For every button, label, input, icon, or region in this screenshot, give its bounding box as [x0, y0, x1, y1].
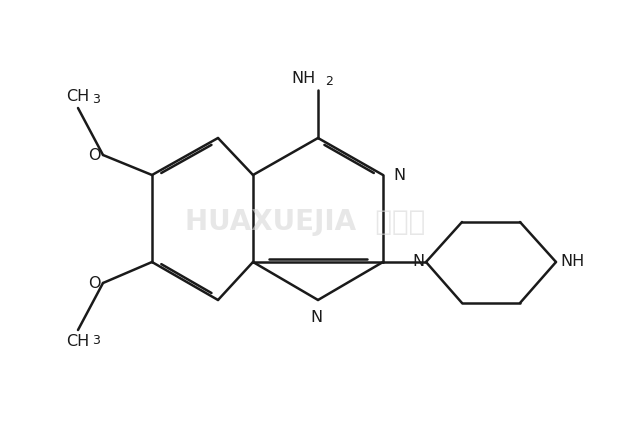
Text: NH: NH — [292, 71, 316, 86]
Text: CH: CH — [67, 334, 89, 349]
Text: N: N — [393, 168, 405, 183]
Text: O: O — [89, 275, 101, 290]
Text: 3: 3 — [92, 93, 100, 106]
Text: O: O — [89, 147, 101, 162]
Text: HUAXUEJIA  化学加: HUAXUEJIA 化学加 — [185, 208, 425, 236]
Text: 3: 3 — [92, 334, 100, 347]
Text: N: N — [412, 254, 424, 269]
Text: N: N — [310, 310, 322, 325]
Text: CH: CH — [67, 89, 89, 104]
Text: NH: NH — [560, 254, 585, 269]
Text: 2: 2 — [325, 75, 333, 88]
